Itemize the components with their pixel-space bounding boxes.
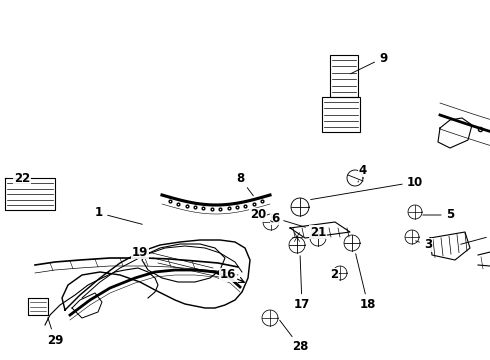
Text: 7: 7 (461, 229, 490, 244)
Text: 27: 27 (0, 359, 1, 360)
Text: 28: 28 (280, 320, 308, 354)
Text: 8: 8 (236, 171, 253, 196)
Text: 29: 29 (47, 318, 63, 346)
Bar (322, 97, 360, 132)
Text: 23: 23 (0, 359, 1, 360)
Text: 10: 10 (311, 175, 423, 199)
Text: 1: 1 (95, 207, 142, 224)
Text: 17: 17 (294, 256, 310, 311)
Text: 14: 14 (0, 359, 1, 360)
Text: 5: 5 (423, 208, 454, 221)
Text: 6: 6 (271, 211, 305, 227)
Text: 19: 19 (132, 246, 148, 263)
Text: 22: 22 (14, 171, 30, 184)
Text: 12: 12 (0, 359, 1, 360)
Text: 20: 20 (250, 208, 273, 222)
Text: 21: 21 (310, 225, 326, 238)
Text: 15: 15 (0, 359, 1, 360)
Text: 18: 18 (356, 254, 376, 311)
Text: 11: 11 (0, 359, 1, 360)
Text: 3: 3 (416, 238, 432, 252)
Text: 25: 25 (0, 359, 1, 360)
Text: 26: 26 (0, 359, 1, 360)
Text: 2: 2 (330, 269, 339, 282)
Text: 16: 16 (220, 269, 243, 282)
Text: 13: 13 (0, 359, 1, 360)
Bar (330, 55, 358, 97)
Text: 4: 4 (358, 163, 367, 182)
Text: 24: 24 (0, 359, 1, 360)
Text: 9: 9 (350, 51, 387, 74)
